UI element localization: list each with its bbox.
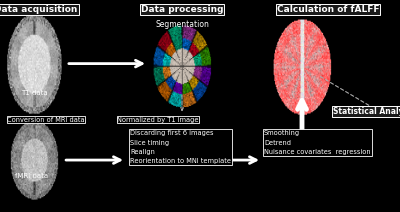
Text: Calculation of fALFF: Calculation of fALFF [277,5,379,14]
Text: Statistical Analysis: Statistical Analysis [333,107,400,116]
Text: Conversion of MRI data: Conversion of MRI data [7,117,85,123]
Text: Data processing: Data processing [141,5,223,14]
Text: Discarding first 6 images
Slice timing
Realign
Reorientation to MNI template: Discarding first 6 images Slice timing R… [130,130,231,164]
Text: T1 data: T1 data [21,90,47,96]
Text: fMRI data: fMRI data [16,173,48,179]
Text: Segmentation: Segmentation [155,20,209,29]
Text: Smoothing
Detrend
Nuisance covariates  regression: Smoothing Detrend Nuisance covariates re… [264,130,371,155]
Text: Data acquisition: Data acquisition [0,5,78,14]
Text: Normalized by T1 image: Normalized by T1 image [117,117,199,123]
